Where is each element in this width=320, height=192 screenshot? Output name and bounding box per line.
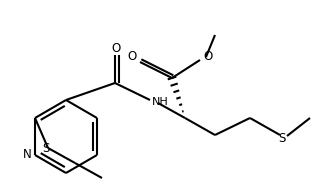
Text: S: S <box>278 132 286 145</box>
Text: S: S <box>42 142 50 156</box>
Text: O: O <box>204 50 212 64</box>
Text: N: N <box>23 148 31 161</box>
Text: O: O <box>127 50 137 64</box>
Text: O: O <box>111 41 121 55</box>
Text: NH: NH <box>152 97 168 107</box>
